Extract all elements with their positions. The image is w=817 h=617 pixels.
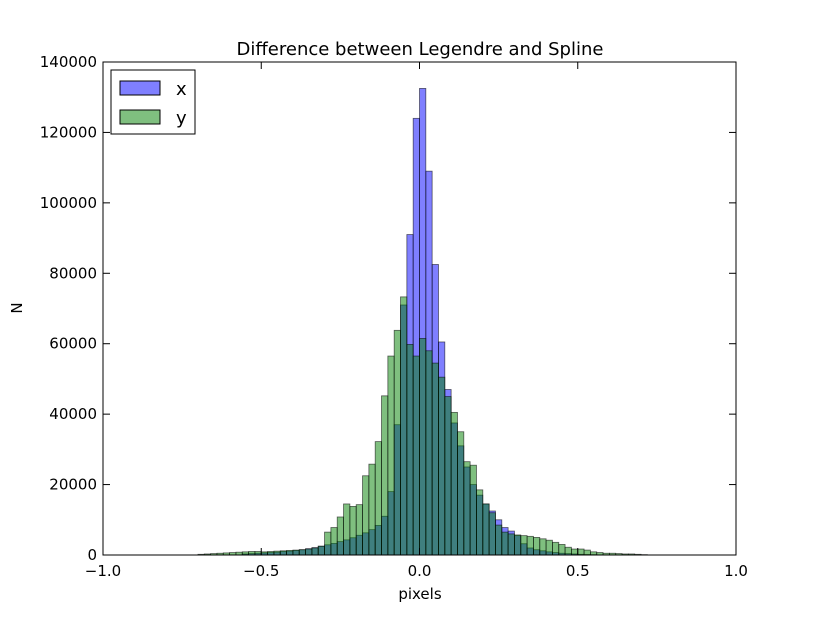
bar-y-18	[311, 547, 319, 556]
bar-y-48	[501, 531, 509, 556]
bar-y-45	[482, 503, 490, 556]
bar-y-46	[488, 512, 496, 556]
bar-y-19	[317, 545, 325, 556]
x-tick-label: 1.0	[724, 562, 748, 580]
bar-y-12	[273, 550, 281, 556]
bar-y-58	[564, 546, 572, 556]
bar-y-37	[431, 362, 439, 556]
bar-y-38	[438, 376, 446, 556]
bar-y-55	[545, 539, 553, 556]
bar-y-14	[286, 550, 294, 556]
y-tick-label: 120000	[40, 123, 97, 141]
bar-y-39	[444, 396, 452, 556]
bar-y-56	[552, 541, 560, 556]
bar-y-24	[349, 506, 357, 556]
y-tick-label: 0	[87, 546, 97, 564]
y-tick-label: 60000	[49, 335, 97, 353]
x-axis-label: pixels	[398, 585, 442, 603]
legend-swatch-y	[119, 109, 161, 125]
bar-y-31	[393, 329, 401, 556]
bar-y-59	[571, 548, 579, 556]
y-tick-label: 20000	[49, 476, 97, 494]
bar-y-52	[526, 535, 534, 556]
bar-y-30	[387, 355, 395, 556]
bar-y-26	[362, 475, 370, 556]
bar-y-29	[381, 395, 389, 556]
bar-y-16	[298, 549, 306, 556]
bar-y-17	[305, 548, 313, 556]
legend-label-x: x	[176, 79, 187, 100]
bar-y-49	[507, 533, 515, 556]
bar-y-15	[292, 549, 300, 556]
y-tick-label: 80000	[49, 264, 97, 282]
bar-y-41	[457, 431, 465, 556]
bar-y-22	[336, 516, 344, 556]
bars-layer	[197, 88, 648, 556]
bar-y-21	[330, 527, 338, 556]
bar-y-57	[558, 544, 566, 556]
x-tick-label: 0.5	[566, 562, 590, 580]
legend-label-y: y	[176, 108, 187, 129]
bar-y-35	[419, 338, 427, 556]
bar-y-27	[368, 463, 376, 556]
bar-y-44	[476, 489, 484, 556]
y-tick-label: 140000	[40, 53, 97, 71]
y-tick-label: 40000	[49, 405, 97, 423]
bar-y-36	[425, 350, 433, 556]
bar-y-43	[469, 464, 477, 556]
bar-y-54	[539, 538, 547, 556]
bar-y-28	[374, 441, 382, 556]
series-y	[197, 296, 648, 556]
x-tick-label: −0.5	[243, 562, 279, 580]
x-tick-label: 0.0	[408, 562, 432, 580]
bar-y-60	[577, 548, 585, 556]
bar-y-47	[495, 524, 503, 556]
bar-y-42	[463, 461, 471, 556]
bar-y-53	[533, 536, 541, 556]
legend-swatch-x	[119, 80, 161, 96]
bar-y-11	[267, 551, 275, 556]
chart-title: Difference between Legendre and Spline	[237, 39, 604, 60]
bar-y-25	[355, 504, 363, 556]
y-tick-label: 100000	[40, 194, 97, 212]
legend: x y	[110, 69, 196, 135]
bar-y-20	[324, 531, 332, 556]
y-axis-label: N	[8, 302, 26, 313]
x-tick-label: −1.0	[85, 562, 121, 580]
bar-y-34	[412, 355, 420, 556]
ticks-layer: −1.0 −0.5 0.0 0.5 1.0 0 20000 40000 60000 80000 10…	[40, 53, 748, 580]
bar-y-40	[450, 411, 458, 556]
bar-y-23	[343, 503, 351, 556]
bar-y-8	[248, 551, 256, 556]
bar-y-33	[406, 344, 414, 556]
bar-y-50	[514, 534, 522, 556]
bar-y-9	[254, 551, 262, 556]
bar-y-61	[583, 549, 591, 556]
bar-y-13	[279, 550, 287, 556]
bar-y-51	[520, 535, 528, 556]
bar-y-32	[400, 296, 408, 556]
